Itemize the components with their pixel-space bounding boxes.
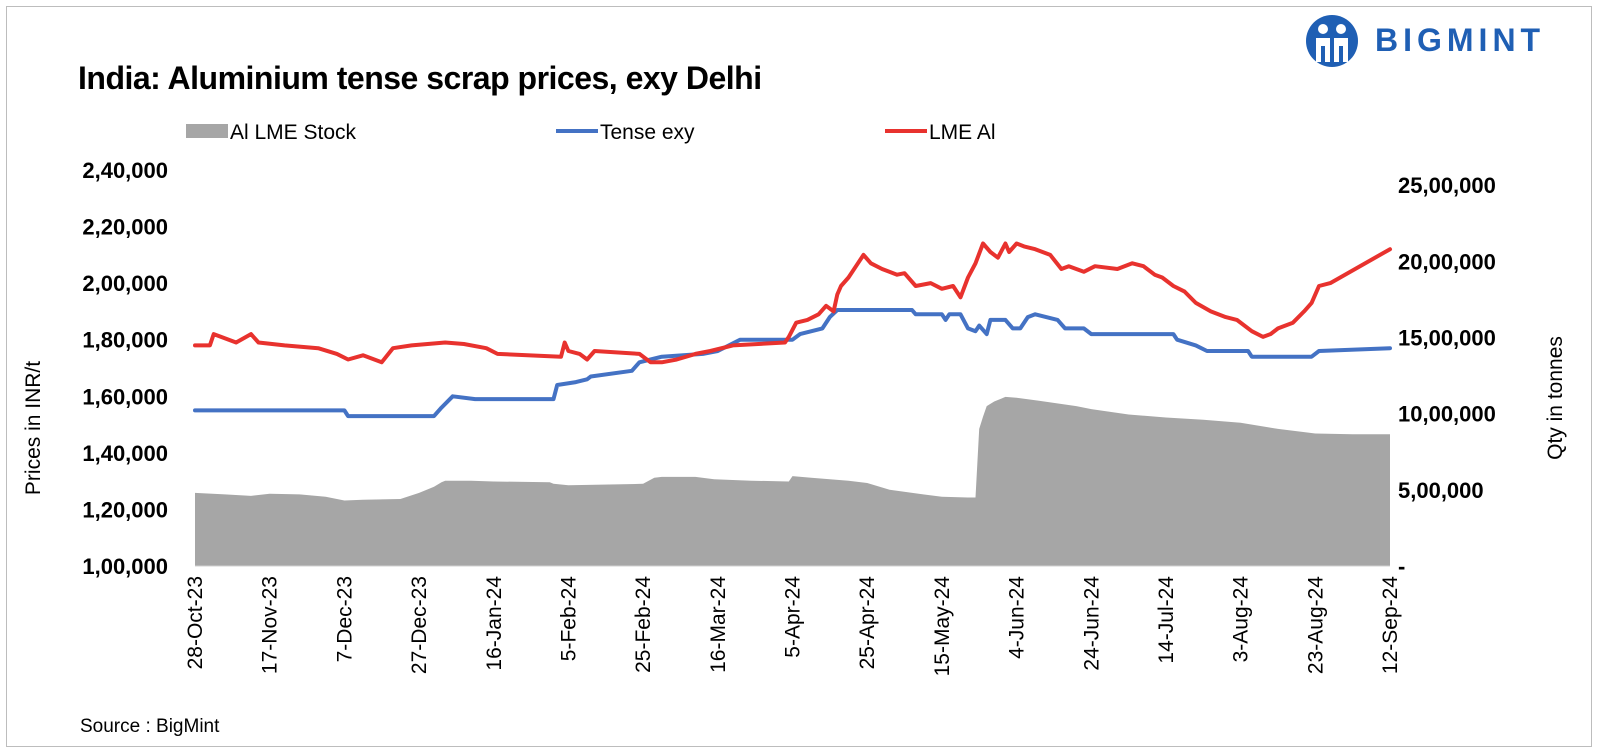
- bigmint-logo-text: BIGMINT: [1375, 22, 1546, 58]
- series-line-lme-al: [193, 241, 1392, 365]
- legend-label-lme-al: LME Al: [929, 121, 996, 144]
- x-tick-label: 7-Dec-23: [333, 576, 356, 662]
- y2-tick-label: 15,00,000: [1398, 326, 1496, 351]
- y-tick-label: 2,00,000: [82, 271, 168, 296]
- x-axis: 28-Oct-23 17-Nov-23 7-Dec-23 27-Dec-23 16-Ja…: [184, 565, 1402, 677]
- y2-tick-label: 20,00,000: [1398, 249, 1496, 274]
- y2-tick-label: 5,00,000: [1398, 478, 1484, 503]
- x-tick-label: 25-Feb-24: [632, 576, 655, 673]
- x-tick-label: 15-May-24: [931, 576, 954, 677]
- y2-tick-label: 25,00,000: [1398, 173, 1496, 198]
- x-tick-label: 3-Aug-24: [1230, 576, 1253, 663]
- x-tick-label: 16-Mar-24: [707, 576, 730, 673]
- y-tick-label: 2,40,000: [82, 158, 168, 183]
- source-note: Source : BigMint: [80, 716, 220, 737]
- chart-title: India: Aluminium tense scrap prices, exy…: [78, 60, 762, 96]
- legend: Al LME Stock Tense exy LME Al: [186, 121, 996, 144]
- legend-label-tense-exy: Tense exy: [600, 121, 695, 144]
- x-tick-label: 23-Aug-24: [1304, 576, 1327, 674]
- y-tick-label: 1,80,000: [82, 328, 168, 353]
- y-tick-label: 1,60,000: [82, 384, 168, 409]
- x-tick-label: 5-Feb-24: [557, 576, 580, 662]
- x-tick-label: 4-Jun-24: [1006, 576, 1029, 659]
- x-tick-label: 24-Jun-24: [1080, 576, 1103, 671]
- chart-frame: [6, 6, 1592, 747]
- x-tick-label: 5-Apr-24: [782, 576, 805, 658]
- y2-tick-label: -: [1398, 554, 1405, 579]
- x-tick-label: 25-Apr-24: [856, 576, 879, 670]
- y2-tick-label: 10,00,000: [1398, 402, 1496, 427]
- x-tick-label: 27-Dec-23: [408, 576, 431, 674]
- x-tick-label: 17-Nov-23: [259, 576, 282, 674]
- x-tick-label: 14-Jul-24: [1155, 576, 1178, 664]
- y-tick-label: 1,20,000: [82, 497, 168, 522]
- plot-area: [193, 241, 1392, 566]
- x-tick-label: 16-Jan-24: [483, 576, 506, 671]
- legend-label-al-lme-stock: Al LME Stock: [230, 121, 357, 144]
- y-tick-label: 1,40,000: [82, 441, 168, 466]
- x-tick-label: 28-Oct-23: [184, 576, 207, 669]
- x-tick-label: 12-Sep-24: [1379, 576, 1402, 674]
- y-tick-label: 2,20,000: [82, 215, 168, 240]
- left-axis-title: Prices in INR/t: [22, 361, 45, 495]
- left-axis: 1,00,000 1,20,000 1,40,000 1,60,000 1,80,000…: [82, 158, 168, 579]
- series-area-al-lme-stock: [195, 396, 1390, 566]
- series-line-tense-exy: [193, 308, 1392, 419]
- right-axis-title: Qty in tonnes: [1544, 336, 1567, 460]
- right-axis: - 5,00,000 10,00,000 15,00,000 20,00,000 25,0…: [1398, 173, 1496, 579]
- legend-swatch-al-lme-stock: [186, 124, 228, 138]
- y-tick-label: 1,00,000: [82, 554, 168, 579]
- bigmint-logo-icon: [1306, 15, 1358, 67]
